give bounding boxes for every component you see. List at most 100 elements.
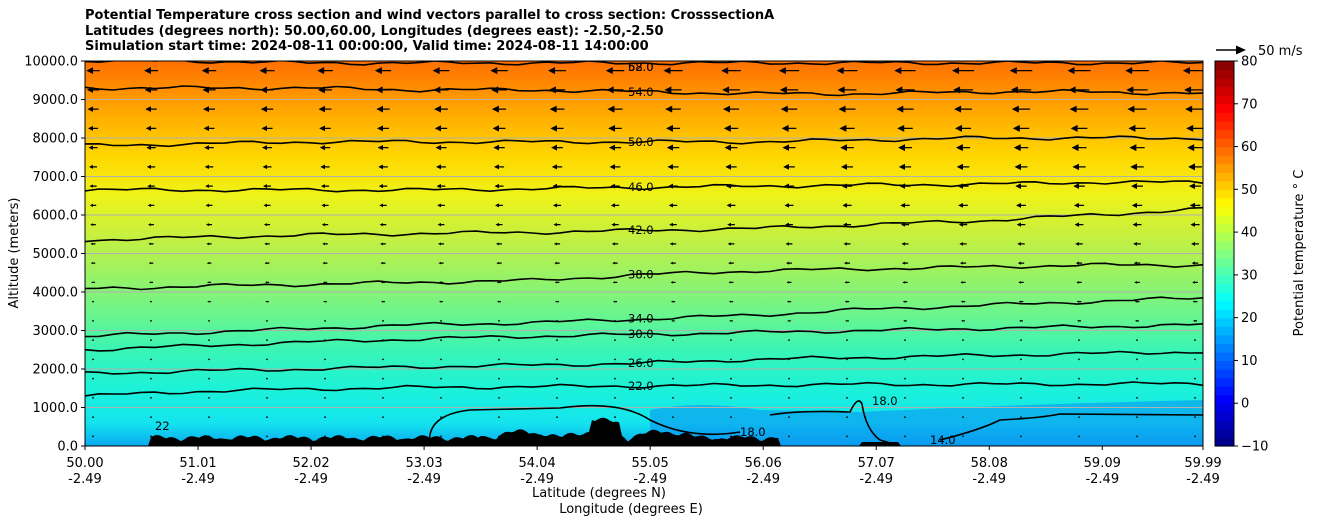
wind-vector (954, 105, 972, 113)
wind-vector (780, 105, 798, 113)
wind-vector (318, 105, 332, 113)
wind-vector (556, 416, 558, 419)
wind-vector (322, 261, 328, 265)
wind-vector (1126, 86, 1148, 94)
wind-vector (261, 145, 273, 151)
colorbar-segment (1215, 69, 1234, 79)
wind-vector (897, 124, 913, 132)
wind-vector (493, 144, 505, 151)
wind-vector (92, 358, 94, 361)
wind-vector (958, 222, 968, 227)
colorbar-segment (1215, 377, 1234, 387)
wind-vector (495, 242, 503, 246)
wind-vector (436, 164, 446, 170)
wind-vector (1071, 144, 1087, 152)
title-line-2: Latitudes (degrees north): 50.00,60.00, … (85, 23, 664, 39)
wind-vector (614, 339, 616, 342)
wind-vector (1185, 105, 1203, 113)
colorbar-segment (1215, 351, 1234, 362)
wind-vector (952, 67, 974, 75)
wind-vector (324, 377, 326, 380)
wind-vector (88, 125, 98, 131)
wind-vector (551, 164, 563, 170)
wind-vector (144, 86, 158, 94)
wind-vector (904, 339, 906, 342)
wind-vector (149, 281, 153, 284)
y-tick-label: 3000.0 (33, 324, 79, 339)
wind-vector (555, 300, 559, 303)
wind-vector (614, 396, 616, 399)
x-tick-label-lat: 51.01 (179, 456, 216, 471)
x-tick-label-lat: 54.04 (519, 456, 556, 471)
wind-vector (611, 242, 619, 246)
wind-vector (904, 435, 906, 438)
wind-vector (263, 223, 271, 227)
wind-vector (376, 105, 390, 113)
contour-line (428, 404, 741, 446)
wind-vector (146, 164, 156, 169)
wind-vector (1194, 435, 1196, 438)
contour-line (85, 179, 1203, 193)
wind-vector (321, 223, 329, 227)
wind-vector (1135, 319, 1139, 322)
contour-line (85, 296, 1203, 338)
colorbar-segment (1215, 309, 1234, 319)
wind-vector (1076, 300, 1082, 303)
wind-vector (1078, 358, 1080, 361)
x-axis-label-lon: Longitude (degrees E) (559, 502, 703, 517)
wind-vector (494, 183, 504, 189)
wind-vector (262, 164, 272, 170)
wind-vector (846, 396, 848, 399)
wind-vector (1018, 300, 1024, 303)
wind-vector (379, 222, 387, 227)
wind-vector (498, 319, 500, 322)
wind-vector (382, 319, 384, 322)
colorbar-segment (1215, 360, 1234, 370)
wind-vector (205, 203, 213, 208)
colorbar-segment (1215, 112, 1234, 122)
wind-vector (1194, 416, 1196, 419)
wind-vector (1067, 67, 1091, 75)
wind-vector (726, 203, 736, 208)
wind-vector (782, 144, 796, 151)
wind-vector (206, 281, 212, 284)
wind-vector (1129, 144, 1145, 152)
wind-vector (904, 416, 906, 419)
y-tick-label: 6000.0 (33, 209, 79, 224)
wind-vector (902, 281, 908, 284)
wind-vector (439, 300, 443, 303)
wind-vector (729, 319, 733, 322)
wind-vector (837, 86, 857, 94)
wind-vector (609, 164, 621, 170)
x-tick-label-lat: 50.00 (66, 456, 103, 471)
wind-vector (438, 242, 444, 246)
wind-vector (788, 435, 790, 438)
wind-vector (491, 105, 507, 113)
x-tick-label-lat: 53.03 (405, 456, 442, 471)
wind-vector (781, 124, 797, 132)
x-axis-label-lat: Latitude (degrees N) (532, 486, 666, 501)
colorbar-segment (1215, 411, 1234, 421)
wind-vector (1078, 396, 1080, 399)
wind-vector (556, 339, 558, 342)
wind-vector (1017, 261, 1025, 265)
colorbar-tick-label: 40 (1241, 226, 1258, 241)
wind-vector (265, 300, 269, 303)
wind-vector (1015, 183, 1027, 189)
contour-label: 30.0 (628, 327, 654, 341)
wind-vector (324, 358, 326, 361)
wind-vector (1131, 202, 1143, 208)
contour-label: 54.0 (628, 85, 654, 99)
colorbar-segment (1215, 155, 1234, 165)
x-tick-label-lon: -2.49 (407, 472, 441, 487)
colorbar-tick-label: −10 (1241, 440, 1268, 455)
wind-vector (955, 124, 971, 132)
colorbar-segment (1215, 437, 1234, 447)
wind-vector (490, 67, 508, 75)
x-axis: 50.00-2.4951.01-2.4952.02-2.4953.03-2.49… (66, 446, 1222, 487)
wind-vector (1020, 339, 1022, 342)
wind-vector (1068, 86, 1090, 94)
wind-vector (208, 377, 210, 380)
wind-vector (150, 377, 152, 380)
wind-vector (203, 106, 215, 113)
